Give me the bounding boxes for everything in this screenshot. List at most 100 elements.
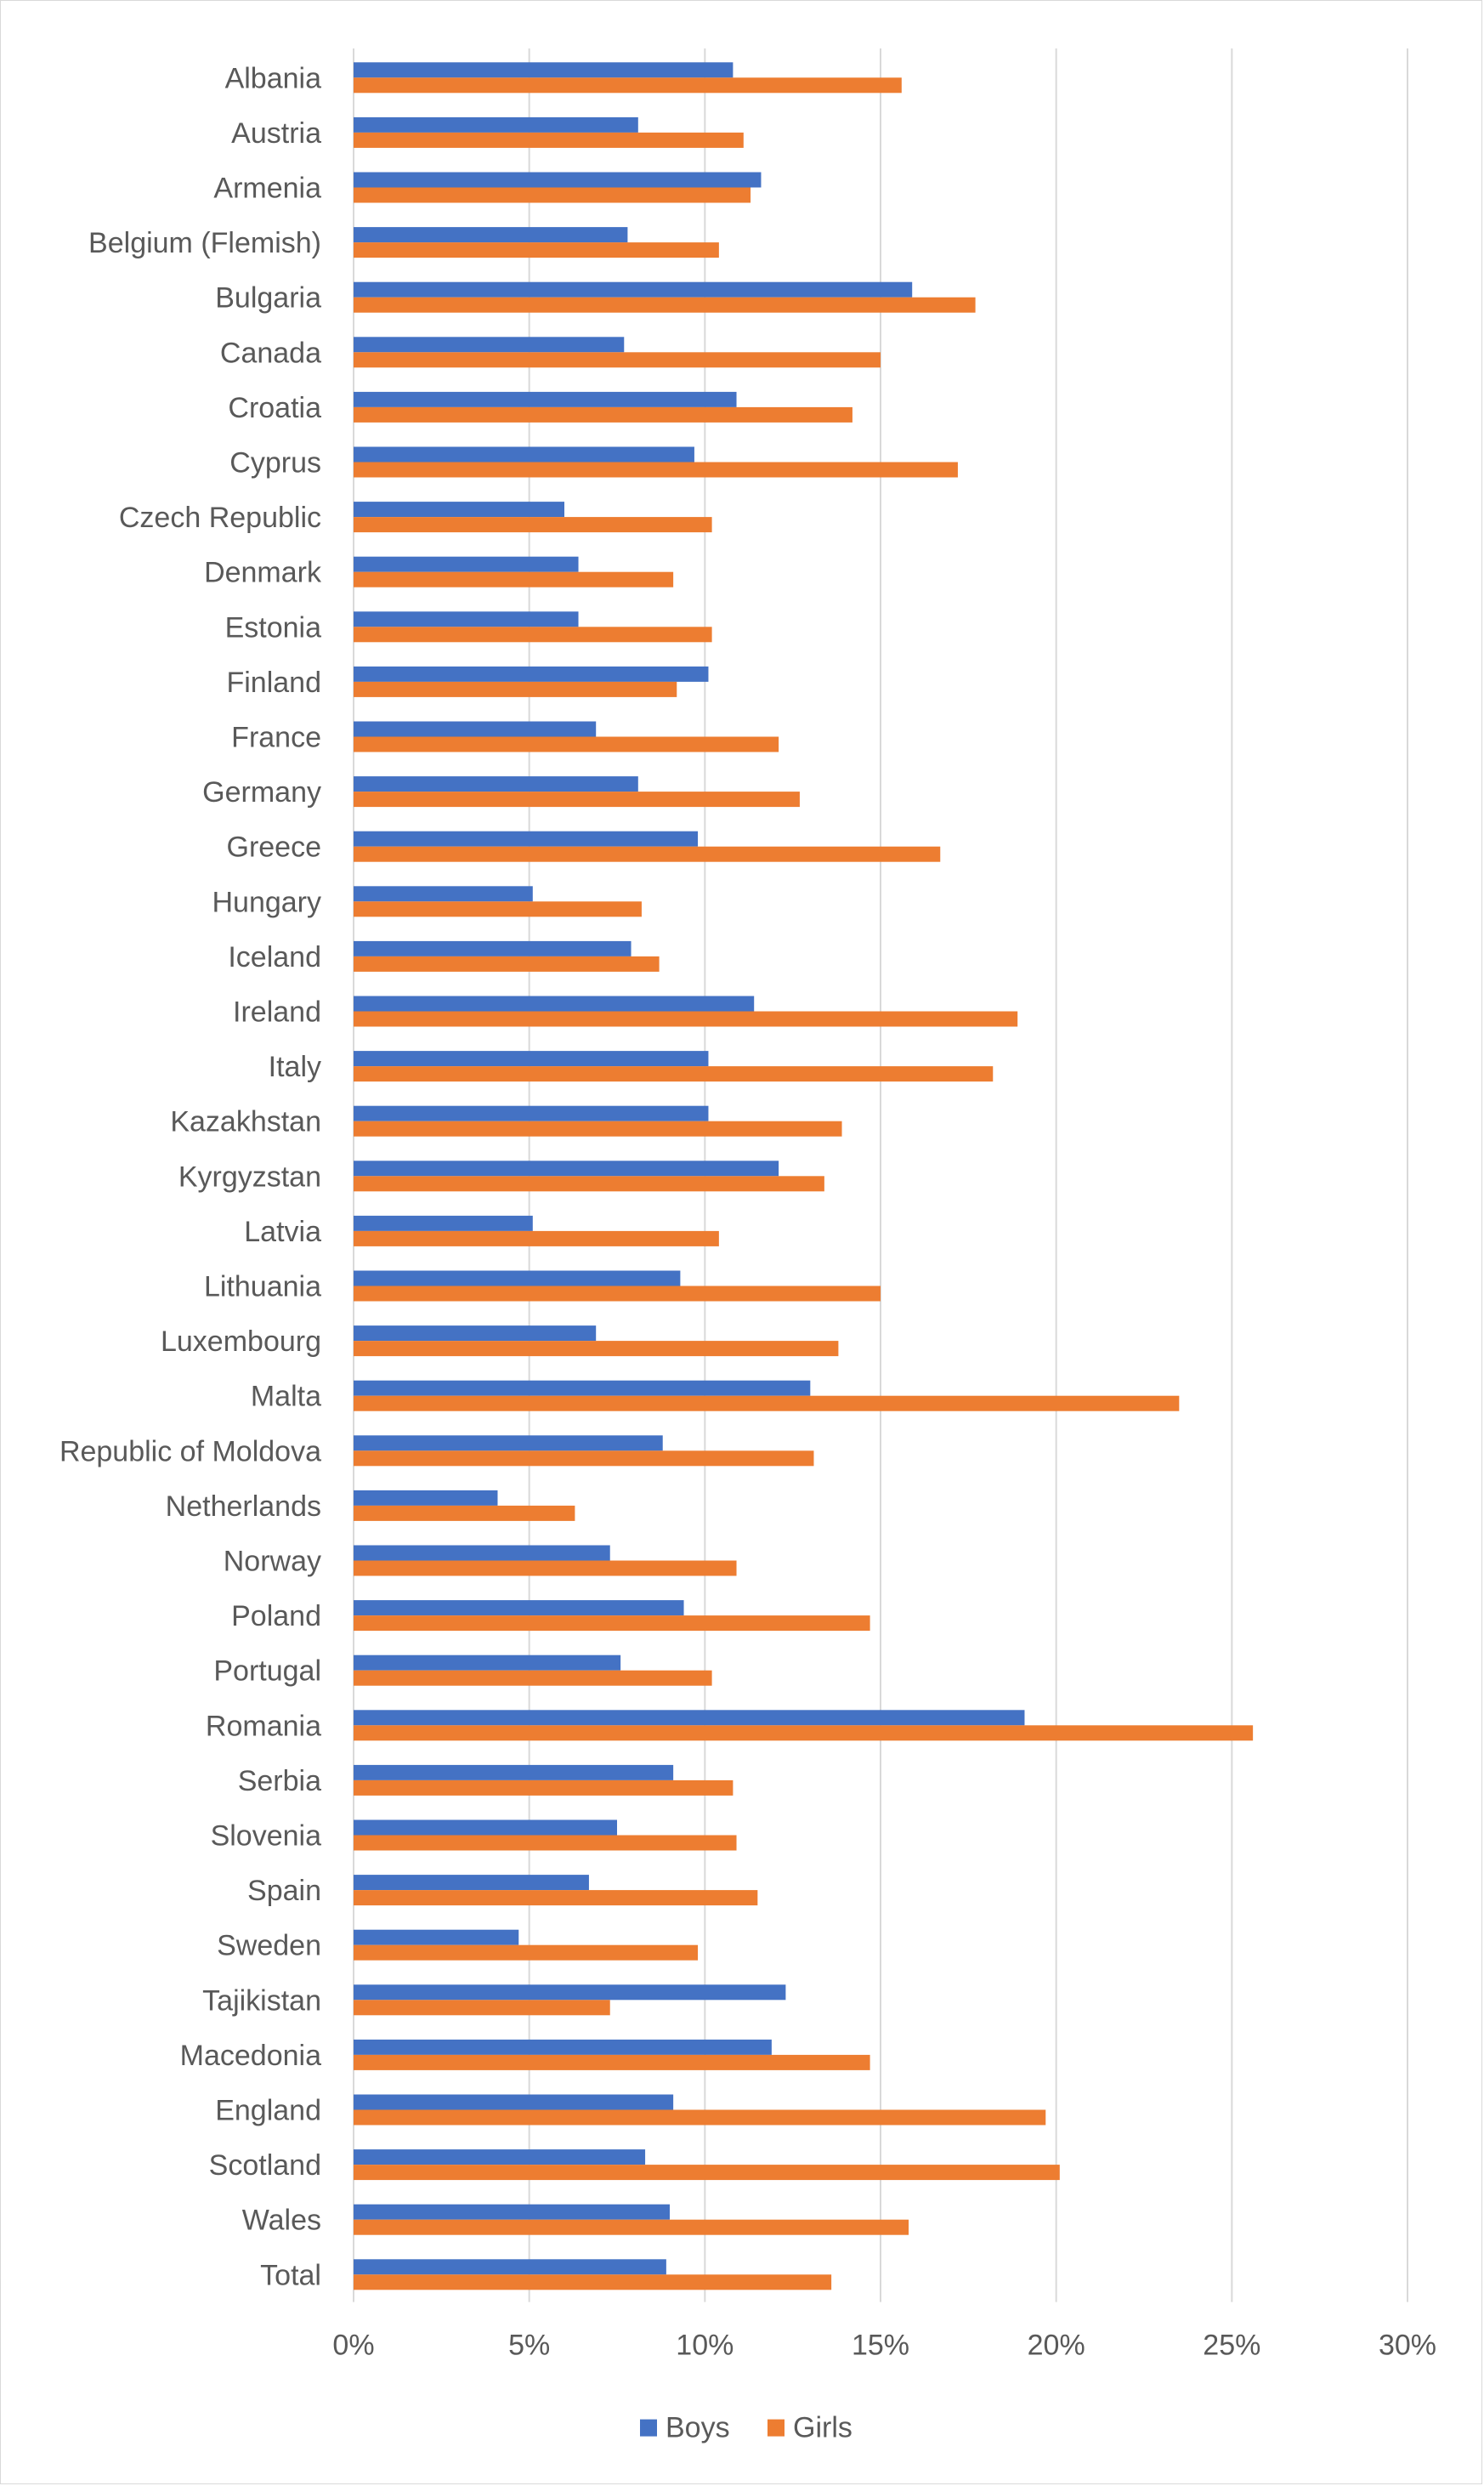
category-label: Ireland [233, 996, 321, 1029]
bar-boys [354, 62, 734, 78]
bars [354, 62, 1254, 2290]
bar-girls [354, 1725, 1254, 1741]
bar-boys [354, 172, 762, 188]
bar-boys [354, 1325, 597, 1342]
category-label: Estonia [225, 611, 321, 644]
bar-girls [354, 2054, 870, 2070]
bar-girls [354, 2000, 610, 2016]
bar-girls [354, 681, 677, 697]
bar-girls [354, 2219, 909, 2235]
legend-swatch-girls [767, 2419, 784, 2437]
x-tick-label: 10% [676, 2330, 734, 2362]
bar-boys [354, 2094, 674, 2110]
bar-boys [354, 1051, 709, 1067]
bar-girls [354, 297, 976, 313]
bar-boys [354, 1380, 811, 1396]
category-label: Republic of Moldova [59, 1435, 321, 1467]
bar-girls [354, 187, 751, 203]
bar-boys [354, 1710, 1025, 1726]
category-label: Bulgaria [215, 282, 321, 315]
category-label: Germany [202, 776, 321, 809]
bar-boys [354, 446, 694, 463]
category-label: Canada [220, 337, 321, 369]
bar-girls [354, 2274, 832, 2290]
legend-label-girls: Girls [793, 2412, 852, 2444]
bar-boys [354, 666, 709, 682]
bar-girls [354, 901, 642, 917]
category-label: Netherlands [166, 1490, 321, 1523]
bar-boys [354, 1875, 589, 1891]
category-label: Spain [247, 1875, 321, 1907]
category-label: Lithuania [204, 1271, 321, 1303]
category-label: Serbia [238, 1765, 321, 1797]
bar-boys [354, 1929, 519, 1945]
category-label: Croatia [228, 392, 321, 424]
bar-boys [354, 116, 638, 133]
legend-swatch-boys [640, 2419, 657, 2437]
bar-boys [354, 1654, 621, 1671]
x-tick-label: 15% [852, 2330, 909, 2362]
x-axis-tick-labels: 0% 5% 10% 15% 20% 25% 30% [332, 2330, 1436, 2362]
bar-girls [354, 1230, 719, 1246]
category-label: France [231, 722, 321, 754]
bar-boys [354, 2149, 646, 2165]
category-label: Belgium (Flemish) [88, 227, 321, 259]
bar-girls [354, 517, 712, 533]
category-label: Tajikistan [202, 1984, 321, 2017]
bar-girls [354, 792, 800, 808]
x-tick-label: 20% [1028, 2330, 1085, 2362]
bar-girls [354, 2109, 1046, 2126]
bar-boys [354, 721, 597, 737]
bar-girls [354, 132, 744, 148]
bar-girls [354, 1944, 699, 1961]
bar-boys [354, 2204, 670, 2220]
x-tick-label: 25% [1203, 2330, 1260, 2362]
bar-boys [354, 886, 533, 902]
x-tick-label: 30% [1379, 2330, 1436, 2362]
category-label: Romania [206, 1710, 321, 1742]
category-label: Iceland [228, 941, 321, 973]
category-label: Czech Republic [119, 502, 321, 534]
category-label: Slovenia [211, 1820, 322, 1853]
bar-girls [354, 2165, 1060, 2181]
bar-girls [354, 1835, 737, 1851]
bar-girls [354, 736, 779, 752]
bar-boys [354, 502, 564, 518]
bar-girls [354, 77, 902, 94]
bar-boys [354, 1600, 684, 1616]
bar-girls [354, 846, 941, 862]
bar-girls [354, 1176, 824, 1192]
bar-girls [354, 1615, 870, 1632]
bar-girls [354, 1670, 712, 1686]
category-label: Armenia [213, 173, 321, 205]
bar-boys [354, 1161, 779, 1177]
category-label: Finland [226, 667, 321, 699]
bar-girls [354, 406, 852, 423]
category-label: Malta [251, 1381, 321, 1413]
category-label: Italy [269, 1051, 321, 1083]
bar-girls [354, 352, 881, 368]
bar-boys [354, 227, 628, 243]
bar-girls [354, 1066, 994, 1082]
category-label: Austria [231, 117, 321, 150]
bar-boys [354, 1984, 786, 2001]
bar-boys [354, 281, 913, 298]
bar-boys [354, 391, 737, 407]
bar-boys [354, 556, 579, 572]
category-label: Wales [242, 2205, 321, 2237]
bar-boys [354, 2039, 772, 2055]
bar-girls [354, 1450, 814, 1467]
bar-boys [354, 1819, 617, 1836]
bar-boys [354, 337, 625, 353]
category-label: Total [260, 2259, 321, 2291]
category-label: Denmark [204, 557, 322, 589]
legend-label-boys: Boys [666, 2412, 730, 2444]
x-tick-label: 5% [508, 2330, 550, 2362]
bar-girls [354, 1286, 881, 1302]
bar-boys [354, 1435, 663, 1451]
bar-boys [354, 611, 579, 627]
bar-boys [354, 831, 699, 847]
bar-boys [354, 1215, 533, 1231]
